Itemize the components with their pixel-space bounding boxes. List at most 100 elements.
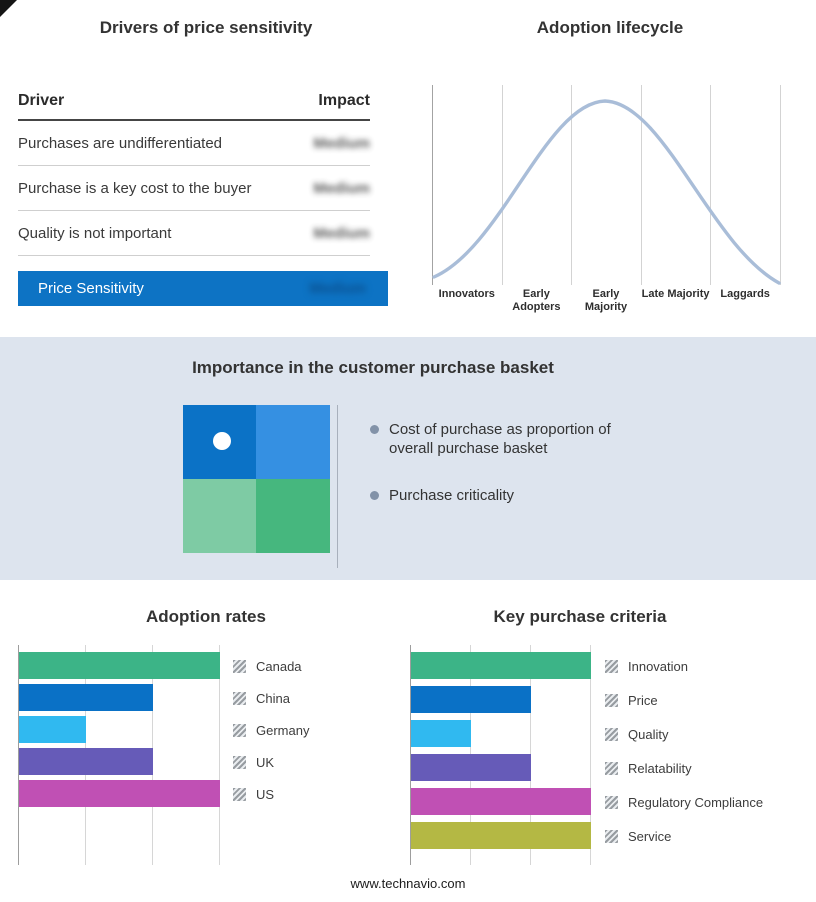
basket-title: Importance in the customer purchase bask…: [192, 358, 554, 377]
legend-item: US: [233, 787, 274, 802]
bar-relatability: [411, 754, 531, 781]
lifecycle-axis: [432, 85, 433, 285]
quadrant-matrix: [183, 405, 330, 553]
basket-bullet-list: Cost of purchase as proportion of overal…: [370, 420, 650, 533]
bar-germany: [19, 716, 86, 743]
legend-item: Regulatory Compliance: [605, 794, 764, 810]
legend-label: Canada: [256, 658, 302, 674]
driver-column-header: Driver: [18, 92, 65, 109]
driver-cell: Purchases are undifferentiated: [18, 134, 223, 152]
legend-label: Quality: [628, 726, 669, 742]
footer-url: www.technavio.com: [350, 876, 466, 891]
adoption-rates-title: Adoption rates: [146, 607, 266, 626]
stage-label: Laggards: [720, 288, 770, 300]
legend-item: Quality: [605, 726, 669, 742]
bar-innovation: [411, 652, 591, 679]
corner-fold-decoration: [0, 0, 17, 17]
lifecycle-gridline: [640, 85, 642, 285]
legend-swatch-hatched-icon: [605, 761, 618, 775]
lifecycle-title: Adoption lifecycle: [536, 18, 684, 37]
bullet-item: Cost of purchase as proportion of overal…: [370, 420, 644, 458]
legend-swatch-hatched-icon: [605, 829, 618, 843]
price-sensitivity-bar: Price Sensitivity Medium: [18, 271, 388, 306]
stage-label: Early Majority: [584, 288, 628, 314]
legend-swatch-hatched-icon: [605, 659, 618, 673]
lifecycle-gridline: [780, 85, 781, 285]
bell-curve: [432, 99, 781, 285]
legend-item: UK: [233, 754, 275, 770]
table-row: Purchases are undifferentiated Medium: [18, 121, 370, 166]
legend-label: Service: [628, 828, 672, 844]
quadrant-axis-line: [337, 405, 338, 568]
legend-swatch-hatched-icon: [605, 727, 618, 741]
bullet-icon: [370, 425, 379, 434]
driver-cell: Quality is not important: [18, 224, 172, 242]
legend-item: Price: [605, 692, 658, 708]
legend-swatch-hatched-icon: [233, 659, 246, 673]
bar-china: [19, 684, 153, 711]
stage-label: Late Majority: [641, 288, 710, 300]
legend-swatch-hatched-icon: [233, 755, 246, 769]
bar-canada: [19, 652, 220, 679]
table-row: Quality is not important Medium: [18, 211, 370, 256]
stage-label: Early Adopters: [512, 288, 561, 314]
legend-item: Canada: [233, 658, 302, 674]
price-sensitivity-value-blurred: Medium: [309, 280, 366, 297]
top-section: Drivers of price sensitivity Driver Impa…: [0, 0, 816, 337]
adoption-rates-chart: [18, 645, 220, 865]
drivers-table: Driver Impact Purchases are undifferenti…: [18, 92, 370, 256]
table-row: Purchase is a key cost to the buyer Mediu…: [18, 166, 370, 211]
position-dot-icon: [213, 432, 231, 450]
legend-item: Germany: [233, 722, 310, 738]
bar-quality: [411, 720, 471, 747]
stage-label: Innovators: [438, 288, 495, 300]
bar-regulatory-compliance: [411, 788, 591, 815]
legend-item: Innovation: [605, 658, 688, 674]
bar-price: [411, 686, 531, 713]
quadrant-top-left: [183, 405, 256, 479]
legend-swatch-hatched-icon: [233, 691, 246, 705]
purchase-basket-section: Importance in the customer purchase bask…: [0, 337, 816, 580]
bar-us: [19, 780, 220, 807]
legend-item: Relatability: [605, 761, 692, 776]
price-sensitivity-label: Price Sensitivity: [38, 280, 144, 297]
legend-swatch-hatched-icon: [605, 795, 618, 809]
lifecycle-gridline: [571, 85, 573, 285]
bullet-text: Cost of purchase as proportion of overal…: [389, 421, 611, 457]
bar-uk: [19, 748, 153, 775]
bar-service: [411, 822, 591, 849]
drivers-title: Drivers of price sensitivity: [99, 18, 313, 37]
quadrant-bottom-left: [183, 479, 256, 553]
legend-label: UK: [256, 754, 275, 770]
bullet-item: Purchase criticality: [370, 486, 644, 505]
quadrant-bottom-right: [256, 479, 330, 553]
lifecycle-plot: [432, 85, 781, 285]
impact-cell-blurred: Medium: [313, 179, 370, 197]
stage-labels: Innovators Early Adopters Early Majority La…: [432, 288, 780, 314]
driver-cell: Purchase is a key cost to the buyer: [18, 179, 252, 197]
impact-column-header: Impact: [318, 92, 370, 109]
x-gridline: [590, 645, 591, 865]
legend-swatch-hatched-icon: [233, 787, 246, 801]
legend-item: China: [233, 690, 290, 706]
key-purchase-criteria-chart: [410, 645, 591, 865]
bullet-icon: [370, 491, 379, 500]
legend-label: Regulatory Compliance: [628, 794, 764, 810]
bottom-section: Adoption rates Canada China Germany UK US Ke…: [0, 580, 816, 902]
legend-label: Germany: [256, 722, 310, 738]
impact-cell-blurred: Medium: [313, 134, 370, 152]
lifecycle-gridline: [710, 85, 712, 285]
y-axis: [18, 645, 19, 865]
table-header-row: Driver Impact: [18, 92, 370, 121]
legend-label: China: [256, 690, 290, 706]
table-body: Purchases are undifferentiated Medium Purc…: [18, 121, 370, 256]
legend-label: Price: [628, 692, 658, 708]
bullet-text: Purchase criticality: [389, 487, 515, 504]
x-gridline: [219, 645, 220, 865]
quadrant-top-right: [256, 405, 330, 479]
legend-swatch-hatched-icon: [605, 693, 618, 707]
legend-label: Innovation: [628, 658, 688, 674]
y-axis: [410, 645, 411, 865]
key-purchase-criteria-title: Key purchase criteria: [493, 607, 667, 626]
